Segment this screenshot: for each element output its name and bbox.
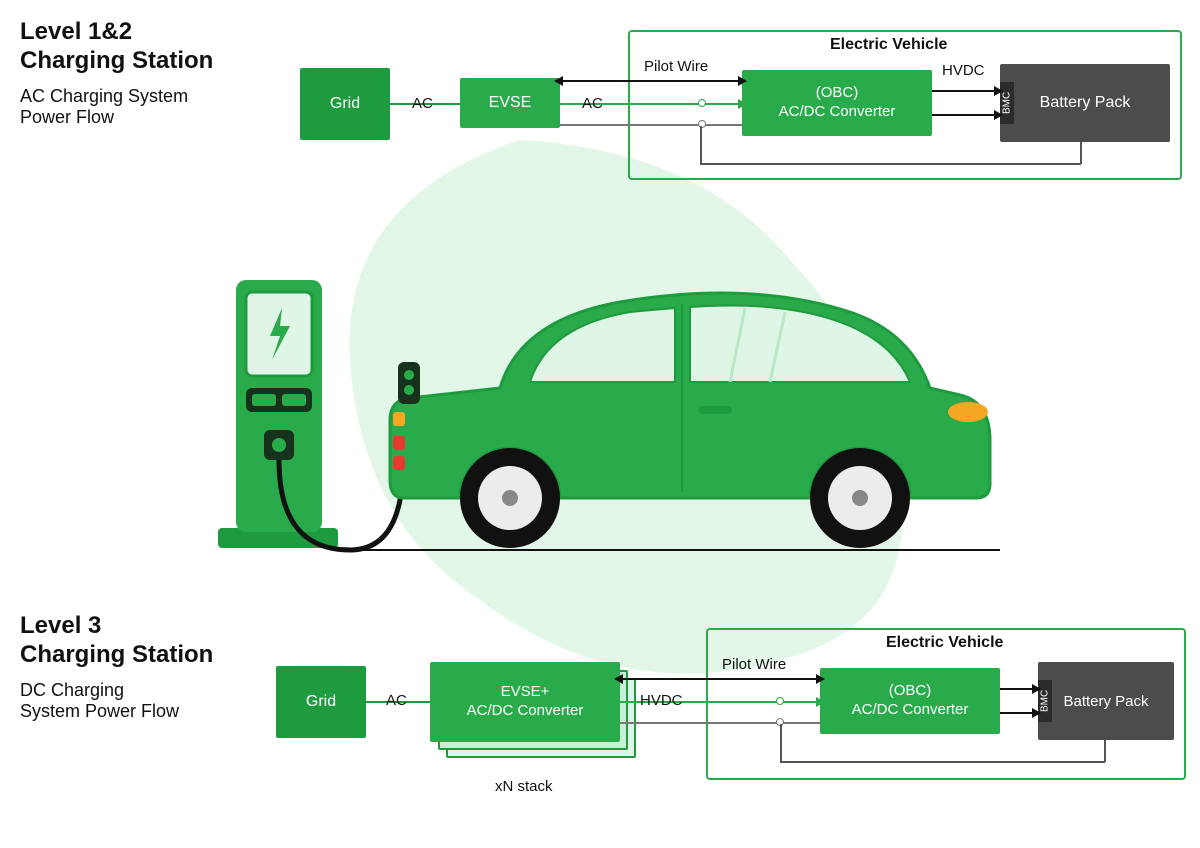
s2-evse-box: EVSE+ AC/DC Converter [430, 662, 620, 742]
s1-fb-h [700, 163, 1081, 165]
s2-obc-line2: AC/DC Converter [852, 701, 969, 720]
s1-hvdc-line2 [932, 114, 998, 116]
s1-ac-node [698, 99, 706, 107]
s1-ac2: AC [582, 95, 603, 112]
s2-pilot-arrow-r [816, 674, 825, 684]
s1-battery-box: Battery Pack [1000, 64, 1170, 142]
s2-hvdc-arrow [816, 697, 825, 707]
s2-ev-label: Electric Vehicle [886, 634, 1003, 652]
s2-ob-line2 [1000, 712, 1036, 714]
s2-ac: AC [386, 692, 407, 709]
s1-evse-box: EVSE [460, 78, 560, 128]
s2-evse-line1: EVSE+ [501, 683, 550, 702]
s1-hvdc-arrow [994, 86, 1003, 96]
s2-lower-line [620, 722, 820, 724]
s2-evse-line2: AC/DC Converter [467, 702, 584, 721]
s1-hvdc-label: HVDC [942, 62, 985, 79]
s1-pilot-arrow-r [738, 76, 747, 86]
s2-pilot-line [620, 678, 820, 680]
s1-pilot-label: Pilot Wire [644, 58, 708, 75]
s2-ob-arrow2 [1032, 708, 1041, 718]
s2-pilot-arrow-l [614, 674, 623, 684]
s1-fb-v [1080, 142, 1082, 164]
s2-hvdc-label: HVDC [640, 692, 683, 709]
s1-lower-line [560, 124, 742, 126]
s1-obc-box: (OBC) AC/DC Converter [742, 70, 932, 136]
section1-title: Level 1&2 Charging Station [20, 18, 213, 76]
s2-hvdc-node [776, 697, 784, 705]
s1-pilot-arrow-l [554, 76, 563, 86]
s2-fb-v [1104, 740, 1106, 762]
s1-grid-box: Grid [300, 68, 390, 140]
s2-obc-line1: (OBC) [889, 682, 932, 701]
s1-ev-label: Electric Vehicle [830, 36, 947, 54]
section2-title: Level 3 Charging Station [20, 612, 213, 670]
s1-pilot-line [560, 80, 742, 82]
s2-ob-arrow1 [1032, 684, 1041, 694]
s1-fb-v2 [700, 126, 702, 164]
s2-fb-h [780, 761, 1105, 763]
s2-stack-label: xN stack [495, 778, 553, 795]
s2-obc-box: (OBC) AC/DC Converter [820, 668, 1000, 734]
s2-pilot-label: Pilot Wire [722, 656, 786, 673]
s2-fb-v2 [780, 724, 782, 762]
s2-grid-box: Grid [276, 666, 366, 738]
section2-subtitle: DC Charging System Power Flow [20, 680, 179, 722]
s1-hvdc-arrow2 [994, 110, 1003, 120]
ev-illustration [190, 240, 1020, 570]
s2-battery-box: Battery Pack [1038, 662, 1174, 740]
s2-ob-line1 [1000, 688, 1036, 690]
s1-obc-line2: AC/DC Converter [779, 103, 896, 122]
s1-hvdc-line [932, 90, 998, 92]
s1-ac-arrow [738, 99, 747, 109]
s1-obc-line1: (OBC) [816, 84, 859, 103]
section1-subtitle: AC Charging System Power Flow [20, 86, 188, 128]
diagram-canvas: Level 1&2 Charging Station AC Charging S… [0, 0, 1200, 848]
s1-ac1: AC [412, 95, 433, 112]
